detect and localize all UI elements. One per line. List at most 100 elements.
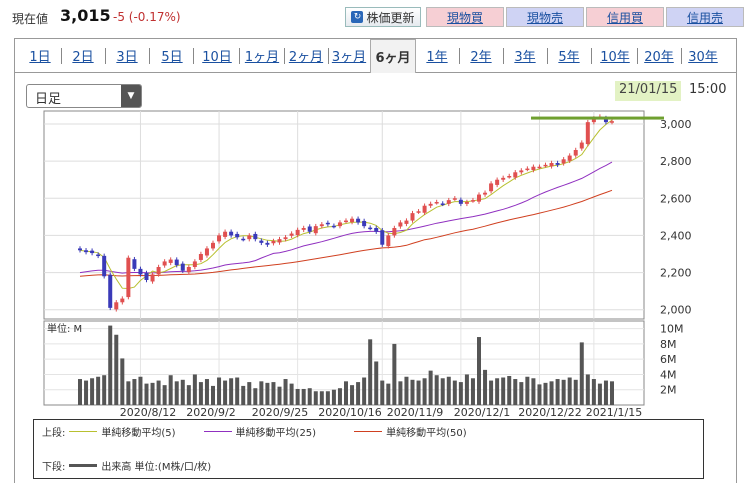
tab-3y[interactable]: 3年 (514, 50, 536, 65)
candle (422, 205, 427, 213)
tab-5y[interactable]: 5年 (558, 50, 580, 65)
candle (96, 254, 101, 257)
volume-bar (120, 358, 125, 405)
candle (392, 228, 397, 236)
tab-10d[interactable]: 10日 (202, 50, 232, 65)
candle (289, 233, 294, 236)
candle (477, 194, 481, 202)
legend-lower-label: 下段: (42, 462, 66, 473)
legend-upper-label: 上段: (42, 428, 66, 439)
volume-bar (368, 339, 373, 405)
cash-buy-button[interactable]: 現物買 (426, 7, 504, 27)
tab-3m[interactable]: 3ヶ月 (331, 50, 367, 65)
volume-bar (325, 391, 330, 405)
price-tick-label: 2,600 (660, 192, 692, 205)
candle (253, 233, 258, 240)
tab-1m[interactable]: 1ヶ月 (244, 50, 280, 65)
candle (416, 211, 421, 213)
volume-bar (350, 385, 355, 405)
margin-sell-button[interactable]: 信用売 (666, 7, 744, 27)
volume-bar (398, 381, 403, 405)
period-select[interactable]: 日足 ▼ (26, 84, 142, 108)
refresh-icon: ↻ (351, 11, 364, 23)
volume-bar (501, 377, 506, 405)
volume-bar (150, 382, 155, 405)
candle (313, 226, 318, 234)
tab-divider (459, 48, 460, 64)
tab-divider (328, 48, 329, 64)
refresh-price-button[interactable]: ↻ 株価更新 (345, 7, 421, 27)
volume-bar (458, 382, 463, 405)
tab-3d[interactable]: 3日 (116, 50, 138, 65)
volume-bar (102, 375, 107, 405)
candle (404, 220, 409, 224)
candle (277, 239, 282, 243)
candle (428, 203, 433, 206)
margin-buy-button[interactable]: 信用買 (586, 7, 664, 27)
tab-divider (239, 48, 240, 64)
tab-2d[interactable]: 2日 (72, 50, 94, 65)
tab-10y[interactable]: 10年 (600, 50, 630, 65)
volume-bar (585, 374, 590, 405)
tab-1y[interactable]: 1年 (426, 50, 448, 65)
volume-bar (513, 379, 518, 405)
volume-bar (301, 388, 306, 405)
volume-bar (464, 374, 469, 405)
volume-bar (525, 376, 530, 405)
tab-6m[interactable]: 6ヶ月 (370, 39, 416, 73)
ma5-line (79, 119, 613, 290)
period-select-value: 日足 (35, 92, 62, 107)
candle (265, 242, 270, 245)
ma25-line (79, 161, 613, 274)
candle (180, 263, 185, 271)
candle (350, 218, 355, 223)
candle (192, 261, 197, 267)
volume-bar (180, 379, 185, 405)
volume-bar (84, 380, 89, 405)
volume-bar (90, 378, 95, 405)
volume-bar (537, 384, 542, 405)
volume-bar (483, 369, 488, 405)
candle (108, 274, 113, 308)
chevron-down-icon[interactable]: ▼ (121, 85, 141, 107)
volume-bar (204, 379, 209, 405)
candle (610, 121, 614, 123)
volume-bar (174, 381, 179, 405)
tab-2y[interactable]: 2年 (470, 50, 492, 65)
volume-tick-label: 2M (660, 384, 677, 397)
volume-unit-label: 単位: M (47, 322, 82, 335)
tab-1d[interactable]: 1日 (29, 50, 51, 65)
date-tick-label: 2020/11/9 (387, 406, 443, 419)
cash-sell-button[interactable]: 現物売 (506, 7, 584, 27)
volume-bar (198, 382, 203, 405)
candle (283, 237, 288, 240)
candle (319, 224, 324, 227)
date-tick-label: 2021/1/15 (586, 406, 642, 419)
candle (211, 242, 215, 249)
volume-bar (579, 342, 584, 405)
tab-divider (193, 48, 194, 64)
volume-bar (229, 378, 234, 405)
candle (495, 179, 500, 185)
candle (555, 163, 560, 165)
candle (483, 192, 488, 195)
candle (537, 166, 542, 169)
volume-tick-label: 6M (660, 353, 677, 366)
candle (126, 257, 131, 298)
legend-ma25: 単純移動平均(25) (235, 428, 317, 439)
volume-bar (132, 379, 137, 405)
candle (132, 259, 137, 269)
tab-2m[interactable]: 2ヶ月 (288, 50, 324, 65)
price-tick-label: 2,800 (660, 155, 692, 168)
volume-bar (543, 382, 548, 405)
tab-20y[interactable]: 20年 (644, 50, 674, 65)
volume-bar (126, 381, 131, 405)
volume-bar (253, 388, 258, 405)
volume-bar (434, 375, 439, 405)
tab-5d[interactable]: 5日 (161, 50, 183, 65)
volume-bar (235, 377, 240, 405)
candle (386, 235, 391, 247)
quote-header: 現在値 3,015 -5 (-0.17%) ↻ 株価更新 現物買 現物売 信用買 … (0, 0, 749, 34)
volume-tick-label: 10M (660, 323, 684, 336)
tab-30y[interactable]: 30年 (688, 50, 718, 65)
